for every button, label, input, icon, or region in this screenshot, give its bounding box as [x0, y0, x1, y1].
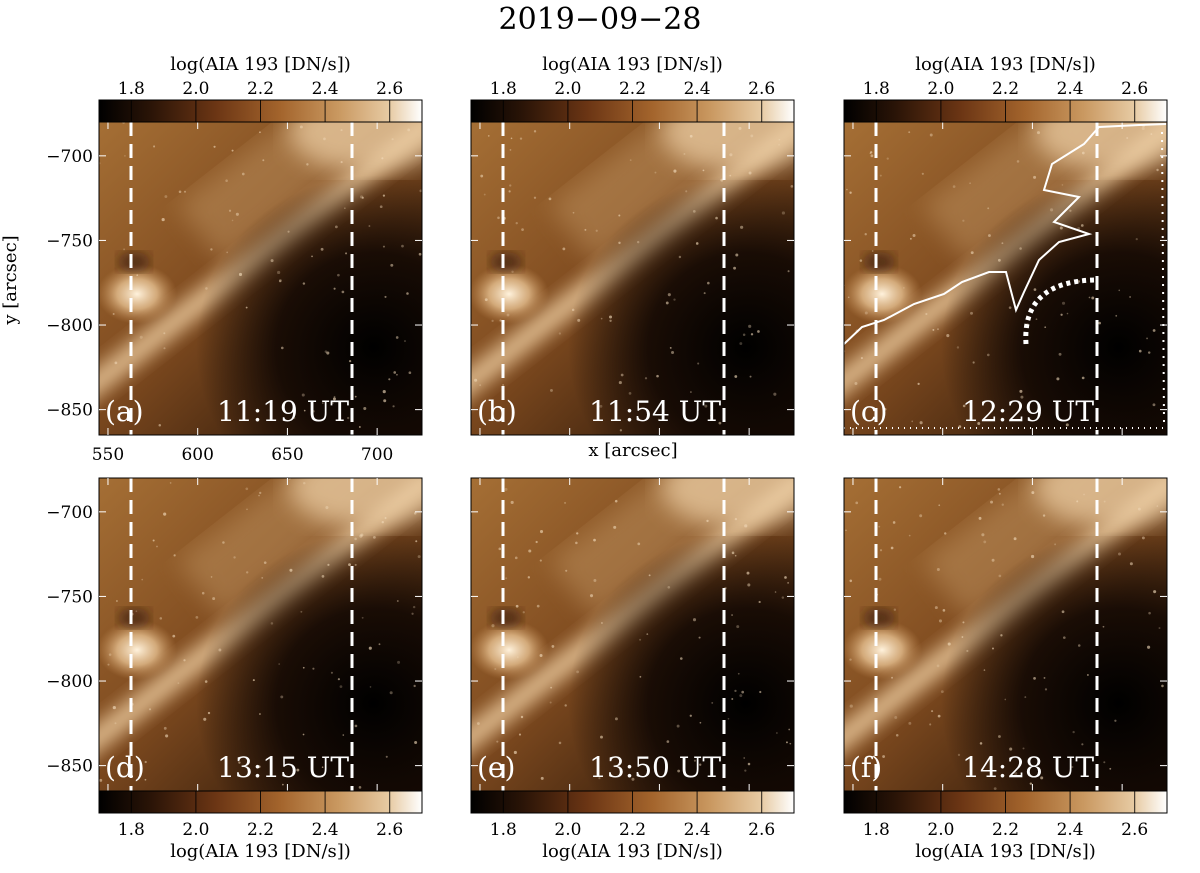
- colorbar-label: log(AIA 193 [DN/s]): [915, 841, 1096, 862]
- colorbar-tick-label: 2.4: [684, 79, 711, 99]
- panel-label: (f): [850, 751, 882, 784]
- y-tick-label: −700: [46, 147, 93, 167]
- y-tick-label: −750: [46, 587, 93, 607]
- colorbar-a: 1.8 2.0 2.2 2.4 2.6 log(AIA 193 [DN/s]): [98, 54, 423, 123]
- colorbar-tick-label: 2.6: [376, 79, 403, 99]
- figure-title: 2019−09−28: [498, 2, 702, 37]
- colorbar-label: log(AIA 193 [DN/s]): [170, 54, 351, 75]
- panel-label: (b): [477, 395, 517, 428]
- y-tick-label: −700: [46, 503, 93, 523]
- y-tick-label: −800: [46, 672, 93, 692]
- colorbar-label: log(AIA 193 [DN/s]): [170, 841, 351, 862]
- aia-image-a: [99, 122, 422, 435]
- panel-label: (a): [105, 395, 144, 428]
- colorbar-tick-label: 2.2: [247, 820, 274, 840]
- panel-label: (c): [850, 395, 888, 428]
- colorbar-tick-label: 2.6: [1121, 79, 1148, 99]
- panel-time: 14:28 UT: [962, 751, 1094, 784]
- colorbar-tick-label: 2.0: [927, 79, 954, 99]
- colorbar-tick-label: 2.0: [927, 820, 954, 840]
- colorbar-d: 1.8 2.0 2.2 2.4 2.6 log(AIA 193 [DN/s]): [98, 790, 423, 862]
- panel-label: (d): [105, 751, 145, 784]
- x-axis-label: x [arcsec]: [588, 440, 677, 461]
- colorbar-label: log(AIA 193 [DN/s]): [542, 54, 723, 75]
- colorbar-tick-label: 2.0: [182, 79, 209, 99]
- panels-layer: −700 −750 −800 −850 550 600 650 700 (a) 11:19 UT 1…: [46, 54, 1168, 862]
- colorbar-tick-label: 2.0: [554, 820, 581, 840]
- dotted-arc: [1023, 277, 1095, 345]
- contour-line: [844, 123, 1167, 345]
- x-tick-label: 700: [361, 445, 393, 465]
- panel-time: 13:15 UT: [217, 751, 349, 784]
- y-tick-label: −750: [46, 231, 93, 251]
- colorbar-tick-label: 2.6: [748, 79, 775, 99]
- panel-time: 11:19 UT: [217, 395, 349, 428]
- aia-image-f: [844, 478, 1167, 791]
- colorbar-tick-label: 1.8: [490, 79, 517, 99]
- y-axis-label: y [arcsec]: [0, 235, 21, 325]
- colorbar-tick-label: 2.0: [554, 79, 581, 99]
- colorbar-tick-label: 2.6: [748, 820, 775, 840]
- colorbar-tick-label: 2.0: [182, 820, 209, 840]
- aia-image-e: [471, 478, 794, 791]
- panel-label: (e): [477, 751, 515, 784]
- panel-c: (c) 12:29 UT: [843, 121, 1168, 436]
- colorbar-label: log(AIA 193 [DN/s]): [915, 54, 1096, 75]
- colorbar-tick-label: 2.2: [247, 79, 274, 99]
- colorbar-tick-label: 1.8: [118, 820, 145, 840]
- panel-time: 13:50 UT: [589, 751, 721, 784]
- aia-image-d: [99, 478, 422, 791]
- panel-time: 12:29 UT: [962, 395, 1094, 428]
- aia-image-b: [471, 122, 794, 435]
- colorbar-e: 1.8 2.0 2.2 2.4 2.6 log(AIA 193 [DN/s]): [470, 790, 795, 862]
- colorbar-tick-label: 2.4: [684, 820, 711, 840]
- colorbar-tick-label: 1.8: [863, 820, 890, 840]
- colorbar-c: 1.8 2.0 2.2 2.4 2.6 log(AIA 193 [DN/s]): [843, 54, 1168, 123]
- panel-time: 11:54 UT: [589, 395, 721, 428]
- colorbar-tick-label: 1.8: [118, 79, 145, 99]
- y-tick-label: −850: [46, 401, 93, 421]
- y-tick-label: −800: [46, 316, 93, 336]
- x-tick-label: 650: [271, 445, 303, 465]
- x-tick-label: 600: [181, 445, 213, 465]
- colorbar-tick-label: 2.4: [312, 79, 339, 99]
- colorbar-f: 1.8 2.0 2.2 2.4 2.6 log(AIA 193 [DN/s]): [843, 790, 1168, 862]
- colorbar-tick-label: 2.4: [312, 820, 339, 840]
- colorbar-tick-label: 2.2: [619, 79, 646, 99]
- colorbar-tick-label: 1.8: [490, 820, 517, 840]
- colorbar-tick-label: 2.2: [992, 79, 1019, 99]
- colorbar-tick-label: 2.4: [1057, 820, 1084, 840]
- colorbar-tick-label: 2.2: [619, 820, 646, 840]
- panel-a: −700 −750 −800 −850 550 600 650 700 (a) 11:19 UT: [46, 121, 423, 465]
- panel-d: −700 −750 −800 −850 (d) 13:15 UT: [46, 477, 423, 792]
- colorbar-tick-label: 2.4: [1057, 79, 1084, 99]
- y-tick-label: −850: [46, 757, 93, 777]
- colorbar-tick-label: 1.8: [863, 79, 890, 99]
- aia-image-c: [844, 122, 1167, 435]
- colorbar-tick-label: 2.6: [1121, 820, 1148, 840]
- colorbar-label: log(AIA 193 [DN/s]): [542, 841, 723, 862]
- colorbar-tick-label: 2.2: [992, 820, 1019, 840]
- x-tick-label: 550: [92, 445, 124, 465]
- contour-line-right: [1161, 131, 1165, 423]
- panel-b: (b) 11:54 UT: [470, 121, 795, 436]
- colorbar-tick-label: 2.6: [376, 820, 403, 840]
- panel-f: (f) 14:28 UT: [843, 477, 1168, 792]
- panel-e: (e) 13:50 UT: [470, 477, 795, 792]
- colorbar-b: 1.8 2.0 2.2 2.4 2.6 log(AIA 193 [DN/s]): [470, 54, 795, 123]
